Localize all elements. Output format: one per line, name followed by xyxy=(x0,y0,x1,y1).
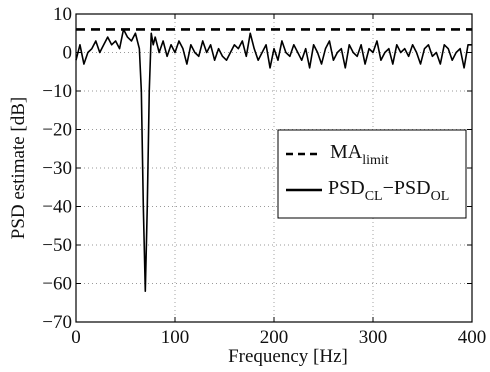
grid xyxy=(76,14,472,322)
y-tick-label: −20 xyxy=(42,120,72,141)
y-axis-label: PSD estimate [dB] xyxy=(8,97,29,240)
x-tick-label: 0 xyxy=(71,327,81,348)
legend-ma-sub: limit xyxy=(362,153,389,168)
x-tick-label: 300 xyxy=(359,327,388,348)
legend: MAlimit PSDCL−PSDOL xyxy=(277,129,467,219)
legend-psd-main: PSD xyxy=(328,177,365,199)
y-tick-label: −50 xyxy=(42,235,72,256)
legend-psd-sub-cl: CL xyxy=(365,189,383,204)
y-tick-label: −40 xyxy=(42,197,72,218)
y-tick-label: −10 xyxy=(42,81,72,102)
y-tick-label: 10 xyxy=(53,4,72,25)
x-tick-label: 100 xyxy=(161,327,190,348)
legend-ma-main: MA xyxy=(330,141,363,163)
legend-label-ma-limit: MAlimit xyxy=(330,141,389,168)
y-tick-label: −30 xyxy=(42,158,72,179)
y-tick-label: 0 xyxy=(63,43,73,64)
legend-box xyxy=(277,129,467,219)
series-line-psd-diff xyxy=(75,28,472,292)
legend-label-psd-diff: PSDCL−PSDOL xyxy=(328,177,449,204)
y-tick-label: −70 xyxy=(42,312,72,333)
series-group xyxy=(75,28,472,292)
x-axis-label: Frequency [Hz] xyxy=(228,346,348,367)
y-tick-label: −60 xyxy=(42,274,72,295)
legend-psd-joiner: − xyxy=(383,177,394,199)
axis-ticks xyxy=(75,13,473,323)
legend-psd-main2: PSD xyxy=(394,177,431,199)
x-tick-label: 200 xyxy=(260,327,289,348)
x-tick-label: 400 xyxy=(458,327,487,348)
legend-psd-sub-ol: OL xyxy=(431,189,450,204)
